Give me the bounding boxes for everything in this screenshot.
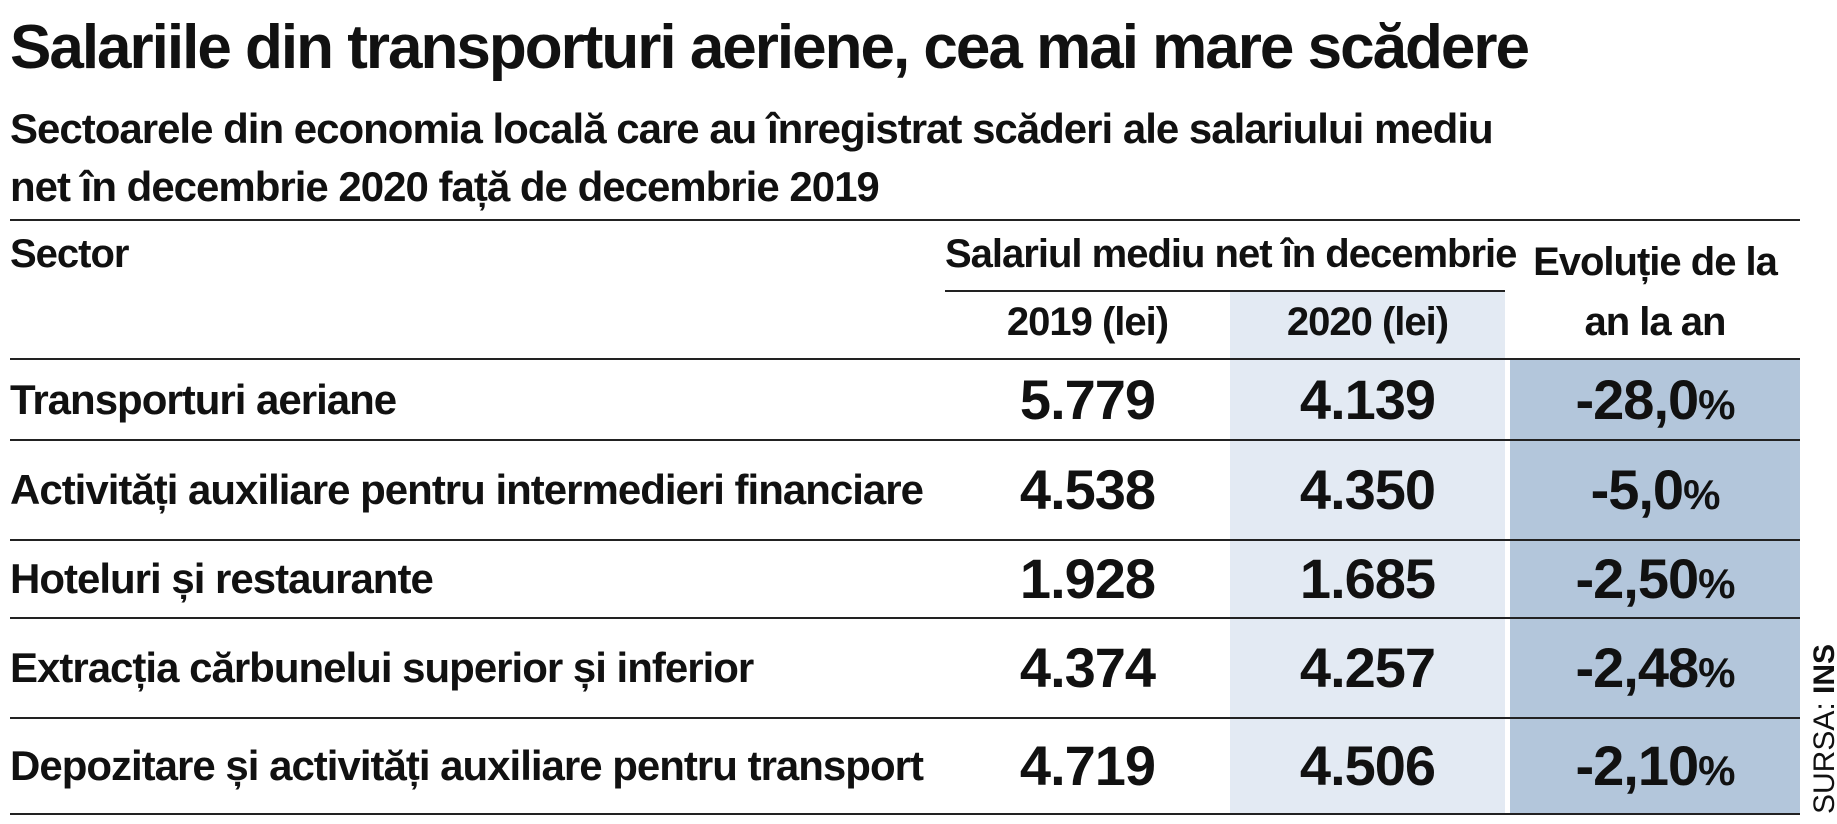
evolution-unit: %: [1698, 560, 1735, 607]
chart-subtitle: Sectoarele din economia locală care au î…: [10, 105, 1494, 210]
table-row-value-2020: 4.350: [1299, 458, 1436, 521]
header-salary-group: Salariul mediu net în decembrie: [945, 232, 1517, 276]
evolution-unit: %: [1698, 649, 1735, 696]
table-row-value-2019: 5.779: [1019, 368, 1156, 431]
evolution-unit: %: [1698, 381, 1735, 428]
header-bottom-rule: [10, 358, 1800, 360]
table-row-value-2020: 1.685: [1299, 547, 1436, 610]
table-row-value-2019: 4.374: [1019, 636, 1156, 699]
column-2020-background: [1230, 292, 1505, 814]
column-evolution-background: [1510, 360, 1800, 814]
table-row-evolution: -5,0%: [1510, 440, 1800, 540]
table-row-evolution: -28,0%: [1510, 360, 1800, 440]
table-row-evolution: -2,50%: [1510, 540, 1800, 618]
row-divider: [10, 539, 1800, 541]
table-row-evolution: -2,10%: [1510, 718, 1800, 814]
header-2020: 2020 (lei): [1286, 300, 1449, 344]
header-evolution: Evoluție de la an la an: [1533, 240, 1778, 344]
row-divider: [10, 617, 1800, 619]
header-salary-rule: [945, 290, 1505, 292]
evolution-unit: %: [1698, 747, 1735, 794]
table-row-sector: Activități auxiliare pentru intermedieri…: [10, 466, 924, 513]
table-row-sector: Transporturi aeriane: [10, 376, 397, 423]
table-row-value-2020: 4.506: [1299, 734, 1436, 797]
source-label: SURSA:: [1808, 702, 1837, 814]
header-2019: 2019 (lei): [1006, 300, 1169, 344]
evolution-value: -2,50: [1575, 547, 1700, 610]
evolution-unit: %: [1683, 471, 1720, 518]
table-row-evolution: -2,48%: [1510, 618, 1800, 718]
source-name: INS: [1808, 643, 1837, 694]
evolution-value: -2,48: [1575, 636, 1700, 699]
table-row-value-2020: 4.257: [1299, 636, 1436, 699]
header-sector: Sector: [10, 232, 129, 276]
table-row-sector: Extracția cărbunelui superior și inferio…: [10, 644, 754, 691]
evolution-value: -2,10: [1575, 734, 1700, 797]
source-note: SURSA: INS: [1808, 644, 1837, 814]
chart-title: Salariile din transporturi aeriene, cea …: [10, 13, 1530, 82]
evolution-value: -28,0: [1575, 368, 1700, 431]
evolution-value: -5,0: [1590, 458, 1684, 521]
table-row-value-2020: 4.139: [1299, 368, 1436, 431]
table-row-value-2019: 4.719: [1019, 734, 1156, 797]
table-row-value-2019: 4.538: [1019, 458, 1156, 521]
table-row-value-2019: 1.928: [1019, 547, 1156, 610]
row-divider: [10, 717, 1800, 719]
table-row-sector: Hoteluri și restaurante: [10, 555, 434, 602]
row-divider: [10, 813, 1800, 815]
row-divider: [10, 439, 1800, 441]
top-rule: [10, 219, 1800, 221]
table-row-sector: Depozitare și activități auxiliare pentr…: [10, 742, 924, 789]
